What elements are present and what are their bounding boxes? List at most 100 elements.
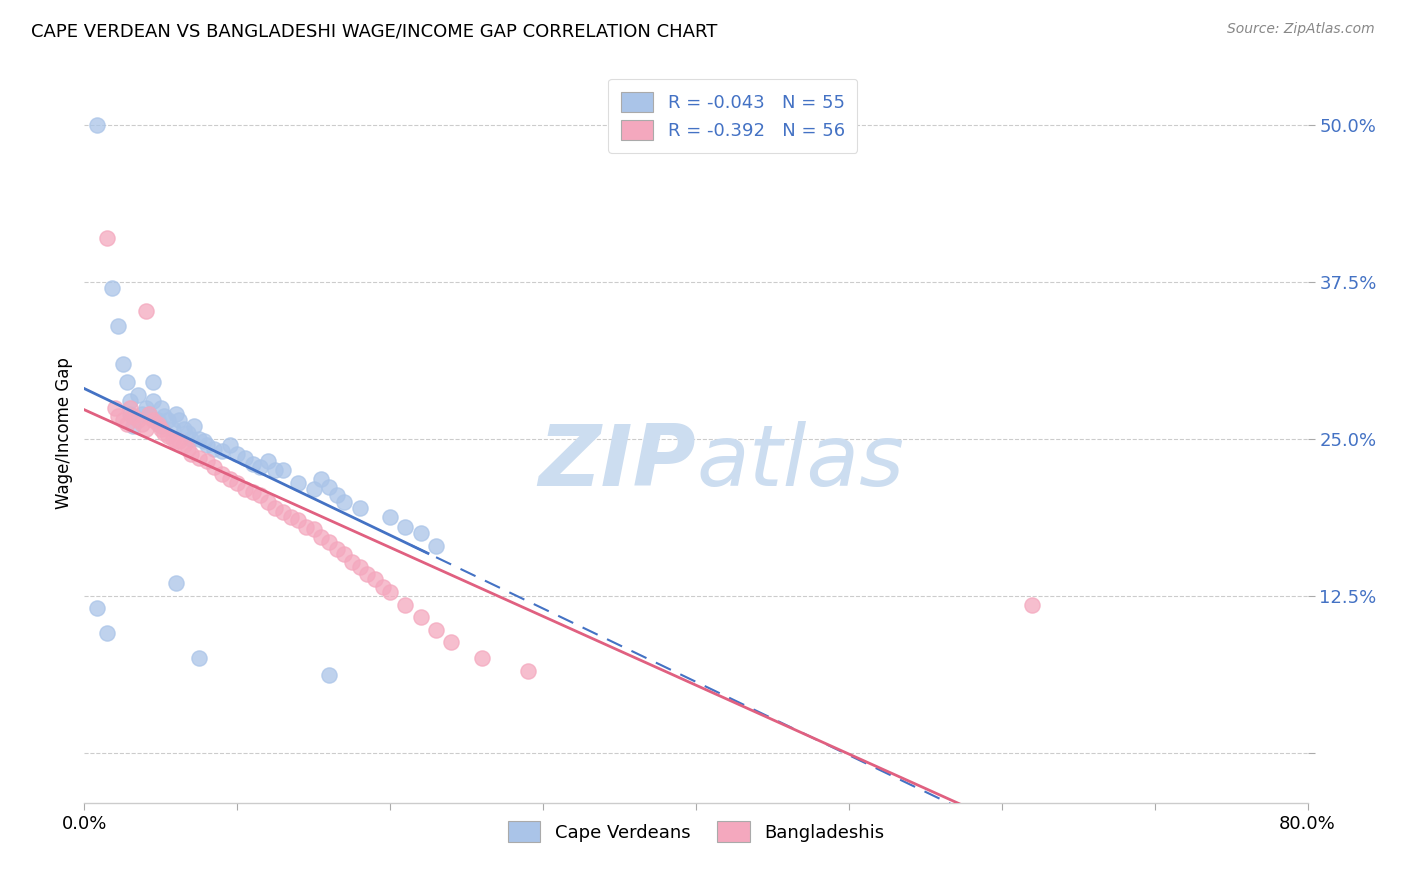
Point: [226, 447, 249, 461]
Point: [167, 413, 190, 427]
Point: [180, 447, 202, 461]
Point: [188, 651, 211, 665]
Point: [122, 419, 145, 434]
Point: [287, 513, 309, 527]
Point: [202, 459, 225, 474]
Point: [173, 422, 195, 436]
Point: [135, 304, 157, 318]
Text: ZIP: ZIP: [538, 421, 696, 504]
Point: [107, 409, 129, 424]
Point: [218, 472, 240, 486]
Point: [249, 488, 271, 502]
Point: [86, 118, 108, 132]
Point: [162, 422, 184, 436]
Point: [183, 419, 205, 434]
Y-axis label: Wage/Income Gap: Wage/Income Gap: [55, 357, 73, 508]
Point: [226, 475, 249, 490]
Point: [249, 459, 271, 474]
Point: [516, 664, 538, 678]
Point: [295, 520, 318, 534]
Point: [195, 454, 218, 468]
Point: [311, 472, 333, 486]
Point: [409, 610, 432, 624]
Point: [165, 407, 187, 421]
Point: [188, 432, 211, 446]
Point: [394, 598, 416, 612]
Point: [96, 626, 118, 640]
Point: [311, 530, 333, 544]
Point: [153, 409, 176, 424]
Point: [242, 484, 264, 499]
Point: [333, 494, 356, 508]
Text: CAPE VERDEAN VS BANGLADESHI WAGE/INCOME GAP CORRELATION CHART: CAPE VERDEAN VS BANGLADESHI WAGE/INCOME …: [31, 22, 717, 40]
Point: [127, 388, 149, 402]
Point: [167, 434, 190, 449]
Point: [111, 357, 134, 371]
Point: [218, 438, 240, 452]
Point: [264, 463, 287, 477]
Point: [318, 668, 340, 682]
Point: [149, 401, 172, 415]
Point: [177, 442, 200, 456]
Text: Source: ZipAtlas.com: Source: ZipAtlas.com: [1227, 22, 1375, 37]
Point: [96, 231, 118, 245]
Text: atlas: atlas: [696, 421, 904, 504]
Point: [1021, 598, 1043, 612]
Point: [333, 547, 356, 561]
Point: [233, 450, 256, 465]
Point: [157, 429, 180, 443]
Point: [287, 475, 309, 490]
Point: [142, 413, 165, 427]
Point: [138, 407, 160, 421]
Point: [146, 413, 169, 427]
Point: [318, 479, 340, 493]
Point: [302, 482, 325, 496]
Point: [202, 442, 225, 456]
Point: [173, 438, 195, 452]
Point: [271, 463, 294, 477]
Point: [131, 417, 153, 431]
Point: [138, 407, 160, 421]
Point: [349, 560, 371, 574]
Point: [325, 488, 347, 502]
Point: [349, 500, 371, 515]
Point: [165, 576, 187, 591]
Point: [340, 555, 363, 569]
Point: [107, 318, 129, 333]
Point: [380, 509, 402, 524]
Point: [120, 394, 142, 409]
Point: [318, 534, 340, 549]
Point: [371, 580, 394, 594]
Point: [142, 394, 165, 409]
Point: [120, 407, 142, 421]
Point: [146, 417, 169, 431]
Point: [195, 438, 218, 452]
Point: [153, 425, 176, 440]
Point: [131, 407, 153, 421]
Point: [271, 505, 294, 519]
Point: [425, 623, 447, 637]
Point: [122, 409, 145, 424]
Point: [356, 567, 378, 582]
Point: [115, 376, 138, 390]
Point: [211, 467, 233, 481]
Point: [242, 457, 264, 471]
Point: [157, 413, 180, 427]
Point: [120, 401, 142, 415]
Point: [394, 520, 416, 534]
Point: [111, 413, 134, 427]
Point: [162, 432, 184, 446]
Point: [325, 542, 347, 557]
Point: [180, 432, 202, 446]
Point: [364, 573, 387, 587]
Point: [135, 401, 157, 415]
Point: [257, 454, 280, 468]
Point: [233, 482, 256, 496]
Point: [380, 585, 402, 599]
Point: [165, 434, 187, 449]
Point: [280, 509, 302, 524]
Point: [104, 401, 127, 415]
Point: [149, 419, 172, 434]
Point: [302, 522, 325, 536]
Point: [264, 500, 287, 515]
